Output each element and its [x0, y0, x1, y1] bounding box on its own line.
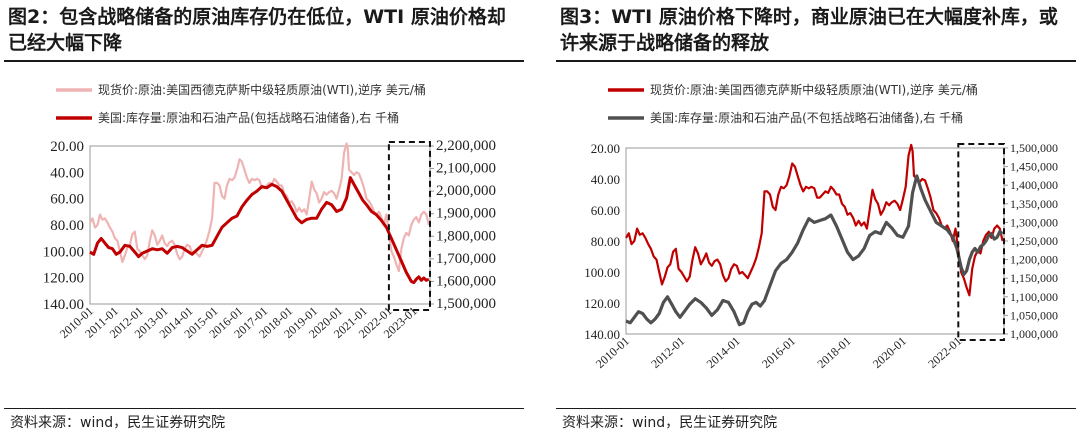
plot-frame [625, 147, 1005, 335]
wti-price-line [625, 143, 1004, 297]
source-note: 资料来源：wind，民生证券研究院 [562, 415, 778, 431]
highlight-box [387, 141, 431, 311]
legend-label: 美国:库存量:原油和石油产品(包括战略石油储备),右 千桶 [98, 110, 399, 125]
y-left-tick-label: 120.00 [43, 271, 84, 287]
y-left-tick-label: 140.00 [584, 327, 620, 342]
figure-3-panel: 图3：WTI 原油价格下降时，商业原油已在大幅度补库，或许来源于战略储备的释放 … [552, 0, 1080, 436]
wti-vs-total-inventory-chart: 现货价:原油:美国西德克萨斯中级轻质原油(WTI),逆序 美元/桶美国:库存量:… [43, 82, 496, 341]
wti-price-line [89, 142, 430, 273]
y-right-tick-label: 1,500,000 [436, 296, 496, 312]
legend-label: 现货价:原油:美国西德克萨斯中级轻质原油(WTI),逆序 美元/桶 [650, 82, 978, 97]
y-left-tick-label: 100.00 [584, 265, 620, 280]
y-left-tick-label: 40.00 [591, 172, 620, 187]
source-rule [556, 408, 1076, 409]
inventory-line [625, 174, 1004, 327]
y-right-tick-label: 1,500,000 [1010, 141, 1058, 155]
x-tick-label: 2016-01 [759, 334, 798, 371]
highlight-box [957, 143, 1005, 341]
y-right-tick-label: 1,700,000 [436, 251, 496, 267]
figure-title: 图3：WTI 原油价格下降时，商业原油已在大幅度补库，或许来源于战略储备的释放 [560, 6, 1058, 54]
y-right-tick-label: 1,350,000 [1010, 197, 1058, 211]
y-left-tick-label: 80.00 [591, 234, 620, 249]
inventory-line [89, 176, 430, 285]
y-left-tick-label: 60.00 [591, 203, 620, 218]
y-right-tick-label: 1,800,000 [436, 228, 496, 244]
y-right-tick-label: 1,000,000 [1010, 327, 1058, 341]
y-right-tick-label: 2,000,000 [436, 183, 496, 199]
y-left-tick-label: 40.00 [50, 165, 84, 181]
figure-2-panel: 图2：包含战略储备的原油库存仍在低位，WTI 原油价格却已经大幅下降 现货价:原… [0, 0, 528, 436]
wti-vs-commercial-inventory-chart: 现货价:原油:美国西德克萨斯中级轻质原油(WTI),逆序 美元/桶美国:库存量:… [584, 82, 1058, 371]
y-right-tick-label: 1,450,000 [1010, 160, 1058, 174]
y-left-tick-label: 20.00 [591, 141, 620, 156]
x-tick-label: 2022-01 [925, 334, 964, 371]
legend-label: 美国:库存量:原油和石油产品(不包括战略石油储备),右 千桶 [650, 110, 963, 125]
y-left-tick-label: 20.00 [50, 139, 84, 155]
y-right-tick-label: 1,400,000 [1010, 178, 1058, 192]
title-rule [556, 60, 1076, 62]
y-left-tick-label: 120.00 [584, 296, 620, 311]
y-right-tick-label: 1,150,000 [1010, 271, 1058, 285]
y-right-tick-label: 1,250,000 [1010, 234, 1058, 248]
title-rule [4, 60, 524, 62]
y-left-tick-label: 100.00 [43, 244, 84, 260]
legend-label: 现货价:原油:美国西德克萨斯中级轻质原油(WTI),逆序 美元/桶 [98, 82, 426, 97]
source-rule [4, 408, 524, 409]
y-right-tick-label: 1,300,000 [1010, 215, 1058, 229]
x-tick-label: 2012-01 [648, 334, 687, 371]
y-right-tick-label: 2,200,000 [436, 138, 496, 154]
y-right-tick-label: 1,900,000 [436, 206, 496, 222]
y-left-tick-label: 60.00 [50, 192, 84, 208]
y-right-tick-label: 1,600,000 [436, 273, 496, 289]
y-left-tick-label: 80.00 [50, 218, 84, 234]
source-note: 资料来源：wind，民生证券研究院 [10, 415, 226, 431]
y-right-tick-label: 1,100,000 [1010, 290, 1058, 304]
figure-title: 图2：包含战略储备的原油库存仍在低位，WTI 原油价格却已经大幅下降 [8, 6, 506, 54]
y-right-tick-label: 2,100,000 [436, 161, 496, 177]
x-tick-label: 2018-01 [814, 334, 853, 371]
x-tick-label: 2014-01 [704, 334, 743, 371]
y-right-tick-label: 1,200,000 [1010, 253, 1058, 267]
y-left-tick-label: 140.00 [43, 297, 84, 313]
x-tick-label: 2020-01 [870, 334, 909, 371]
plot-frame [89, 145, 431, 305]
y-right-tick-label: 1,050,000 [1010, 308, 1058, 322]
